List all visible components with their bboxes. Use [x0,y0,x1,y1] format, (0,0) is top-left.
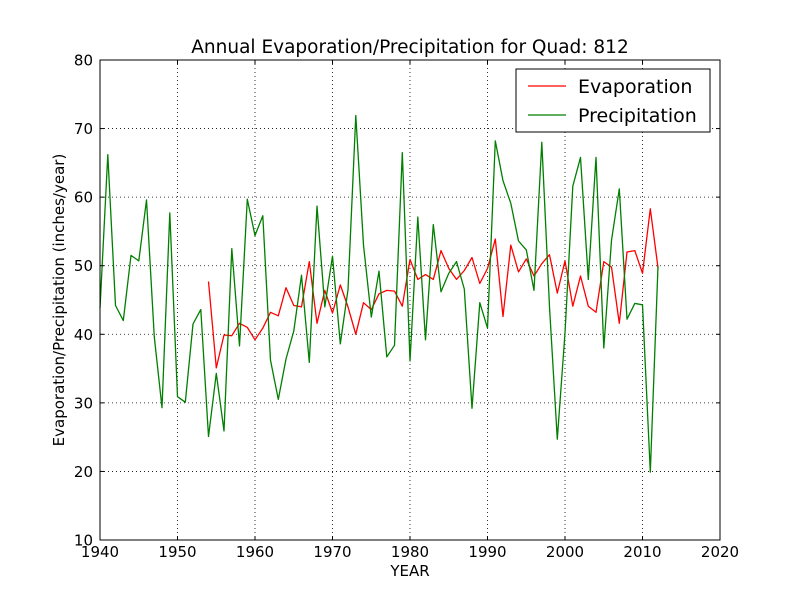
y-tick-label: 20 [74,463,93,481]
y-tick-label: 50 [74,257,93,275]
y-axis-label: Evaporation/Precipitation (inches/year) [50,154,68,447]
legend: Evaporation Precipitation [515,68,711,133]
series-layer [99,114,659,473]
y-tick-label: 10 [74,532,93,550]
x-axis-label: YEAR [389,562,429,580]
series-line-evaporation [207,208,659,369]
axis-ticks: 1940 1950 1960 1970 1980 1990 2000 2010 2020 10 20… [74,52,739,562]
y-tick-label: 60 [74,189,93,207]
x-tick-label: 1990 [468,543,506,561]
legend-label-precipitation: Precipitation [578,105,697,127]
chart-title: Annual Evaporation/Precipitation for Qua… [191,37,628,58]
y-tick-label: 40 [74,326,93,344]
legend-label-evaporation: Evaporation [578,76,692,98]
x-tick-label: 1960 [236,543,274,561]
x-tick-label: 1940 [81,543,119,561]
x-tick-label: 2000 [546,543,584,561]
x-tick-label: 1950 [158,543,196,561]
x-tick-label: 2010 [623,543,661,561]
y-tick-label: 30 [74,394,93,412]
legend-frame [515,68,711,133]
x-tick-label: 1970 [313,543,351,561]
y-tick-label: 80 [74,52,93,70]
y-tick-label: 70 [74,120,93,138]
series-line-precipitation [99,114,659,473]
x-tick-label: 1980 [391,543,429,561]
x-tick-label: 2020 [701,543,739,561]
